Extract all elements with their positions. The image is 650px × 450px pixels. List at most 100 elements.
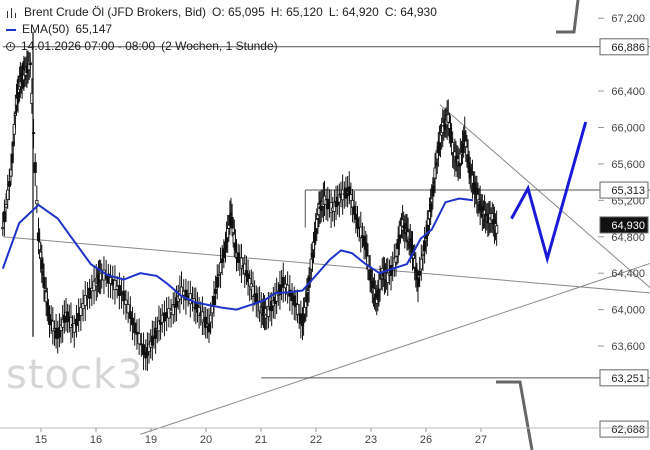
candle <box>77 298 81 332</box>
candle <box>12 111 16 145</box>
candle <box>278 270 282 310</box>
candle <box>281 262 285 303</box>
candle <box>171 292 175 325</box>
candle <box>236 243 240 271</box>
watermark-logo: stock3 <box>6 352 144 398</box>
candle <box>215 264 219 300</box>
x-tick-label: 20 <box>200 434 212 446</box>
x-tick-label: 26 <box>420 434 432 446</box>
candle <box>270 292 274 327</box>
x-tick-label: 19 <box>145 434 157 446</box>
candle <box>33 153 37 187</box>
trendline-3 <box>439 104 650 289</box>
y-tick-label: 66,000 <box>611 122 645 134</box>
ema-line <box>1 197 474 311</box>
ema-value: 65,147 <box>75 22 113 36</box>
candle <box>113 265 117 305</box>
candle <box>88 278 92 309</box>
current-price-marker: 64,930 <box>599 216 649 234</box>
candle <box>62 300 66 334</box>
candle <box>28 52 32 78</box>
candle <box>130 306 135 341</box>
instrument-name: Brent Crude Öl (JFD Brokers, Bid) <box>24 5 207 19</box>
candle <box>122 275 126 315</box>
candle <box>69 302 73 343</box>
candle <box>6 174 10 209</box>
candle <box>126 291 130 324</box>
price-level-marker: 66,886 <box>599 38 649 56</box>
candle <box>137 318 141 355</box>
price-marker-label: 63,251 <box>611 373 645 385</box>
ema-50-line <box>1 197 474 311</box>
candle <box>74 304 79 338</box>
x-tick-label: 15 <box>35 434 47 446</box>
candle <box>299 300 303 339</box>
candle <box>332 189 337 227</box>
y-tick-label: 63,600 <box>611 341 645 353</box>
ohlc-close: C: 64,930 <box>384 5 437 19</box>
ohlc-high: H: 65,120 <box>270 5 323 19</box>
timestamp: 14.01.2026 07:00 - 08:00 <box>21 39 156 53</box>
candle <box>150 320 154 361</box>
bracket-bottom <box>496 380 534 450</box>
candle <box>133 312 137 346</box>
y-tick-label: 64,000 <box>611 305 645 317</box>
clock-icon <box>6 42 15 51</box>
candle <box>495 210 499 246</box>
legend-instrument-row: Brent Crude Öl (JFD Brokers, Bid) O: 65,… <box>6 4 443 21</box>
candle <box>239 243 244 283</box>
candle <box>350 189 355 223</box>
y-tick-label: 67,200 <box>611 13 645 25</box>
bracket-top <box>556 0 580 34</box>
candlestick-icon <box>6 7 18 18</box>
x-tick-label: 27 <box>475 434 487 446</box>
price-marker-label: 64,930 <box>611 220 645 232</box>
x-tick-label: 21 <box>255 434 267 446</box>
chart-legend: Brent Crude Öl (JFD Brokers, Bid) O: 65,… <box>6 4 443 55</box>
candle <box>35 185 39 214</box>
price-level-marker: 65,313 <box>599 181 649 199</box>
projection-line <box>510 121 588 265</box>
legend-ema-row: EMA(50) 65,147 <box>6 21 443 38</box>
price-level-marker: 62,688 <box>599 420 649 438</box>
candle <box>389 255 393 291</box>
candle <box>207 308 211 344</box>
candle <box>72 315 76 348</box>
candle <box>218 247 223 289</box>
candle <box>147 332 151 364</box>
price-marker-label: 65,313 <box>611 185 645 197</box>
candle <box>61 304 65 343</box>
price-marker-label: 62,688 <box>611 424 645 436</box>
candle <box>257 286 262 322</box>
y-tick-label: 66,400 <box>611 86 645 98</box>
timeframe: (2 Wochen, 1 Stunde) <box>161 39 278 53</box>
candle <box>124 289 128 320</box>
candle <box>184 278 188 315</box>
candle <box>246 259 250 296</box>
candle <box>162 300 167 337</box>
candlesticks <box>1 31 499 371</box>
decorations <box>496 0 580 450</box>
y-tick-label: 65,600 <box>611 159 645 171</box>
y-axis: 63,60064,00064,40064,80065,20065,60066,0… <box>598 13 649 438</box>
y-tick-label: 64,400 <box>611 268 645 280</box>
candle <box>337 183 341 218</box>
candle <box>355 206 360 237</box>
candle <box>141 332 146 371</box>
ohlc-low: L: 64,920 <box>328 5 379 19</box>
x-tick-label: 22 <box>310 434 322 446</box>
candle <box>128 296 132 332</box>
trendline-2 <box>140 262 650 435</box>
trendlines <box>2 46 650 435</box>
legend-time-row: 14.01.2026 07:00 - 08:00 (2 Wochen, 1 St… <box>6 38 443 55</box>
candle <box>167 296 171 328</box>
x-tick-label: 16 <box>90 434 102 446</box>
candle <box>54 313 58 349</box>
candle <box>154 317 158 354</box>
ema-label: EMA(50) <box>22 22 70 36</box>
candle <box>326 186 330 222</box>
price-level-marker: 63,251 <box>599 369 649 387</box>
candle <box>81 289 85 322</box>
candle <box>286 271 290 304</box>
